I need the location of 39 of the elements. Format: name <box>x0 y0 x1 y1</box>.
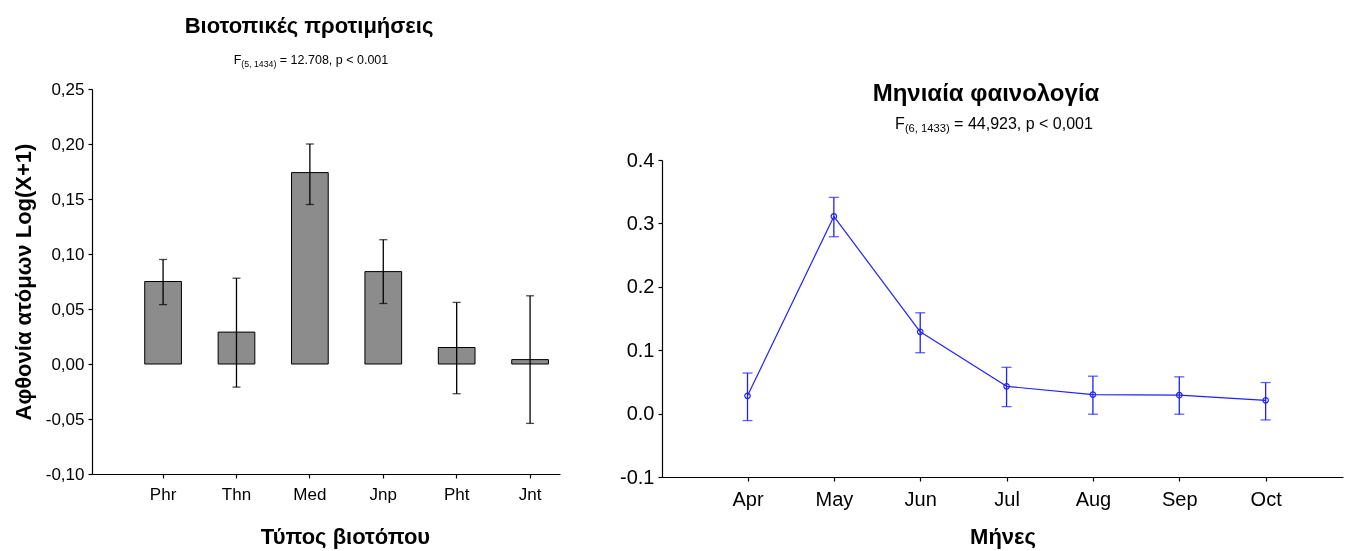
point <box>1089 391 1097 398</box>
x-tick-label: Pht <box>443 484 470 504</box>
y-tick-label: 0.2 <box>626 275 655 298</box>
x-tick-label: Oct <box>1250 487 1283 510</box>
y-tick-label: 0.0 <box>626 402 655 425</box>
y-tick-label: -0,10 <box>45 464 85 484</box>
chart-title: Μηνιαία φαινολογία <box>871 79 1101 106</box>
y-tick-label: 0,05 <box>51 299 85 319</box>
chart-title: Βιοτοπικές προτιμήσεις <box>183 13 435 38</box>
y-axis-title: Αφθονία ατόμων Log(X+1) <box>10 143 36 421</box>
point <box>1175 391 1183 399</box>
y-tick-label: 0,15 <box>51 189 85 209</box>
x-tick-label: Jnt <box>518 484 542 504</box>
x-tick-label: Aug <box>1075 487 1112 510</box>
chart-subtitle: F$_{(5, 1434)}$ = 12.708, p < 0.001 <box>232 53 390 69</box>
y-tick-label: 0,10 <box>51 244 85 264</box>
chart-subtitle: F$_{(6, 1433)}$ = 44,923, p < 0,001 <box>894 115 1094 135</box>
y-tick-label: -0.1 <box>620 465 655 488</box>
x-tick-label: Thn <box>221 484 252 504</box>
x-tick-label: Med <box>293 484 327 504</box>
x-tick-label: Phr <box>149 484 177 504</box>
x-tick-label: Jun <box>904 487 937 510</box>
x-tick-label: Sep <box>1161 487 1198 510</box>
point <box>1003 383 1010 390</box>
y-tick-label: 0.3 <box>626 211 655 234</box>
y-tick-label: 0.4 <box>626 148 655 171</box>
y-tick-label: 0,00 <box>51 354 85 374</box>
y-tick-label: -0,05 <box>45 409 85 429</box>
x-tick-label: Jnp <box>369 484 397 504</box>
y-tick-label: 0,25 <box>51 79 85 99</box>
y-tick-label: 0.1 <box>626 338 655 361</box>
x-tick-label: Jul <box>994 487 1020 510</box>
x-axis-title: Τύπος βιοτόπου <box>260 523 431 549</box>
y-tick-label: 0,20 <box>51 134 85 154</box>
x-tick-label: Apr <box>732 487 764 510</box>
point <box>916 328 924 336</box>
x-tick-label: May <box>815 487 854 510</box>
point <box>830 213 838 220</box>
x-axis-title: Μήνες <box>970 523 1036 549</box>
